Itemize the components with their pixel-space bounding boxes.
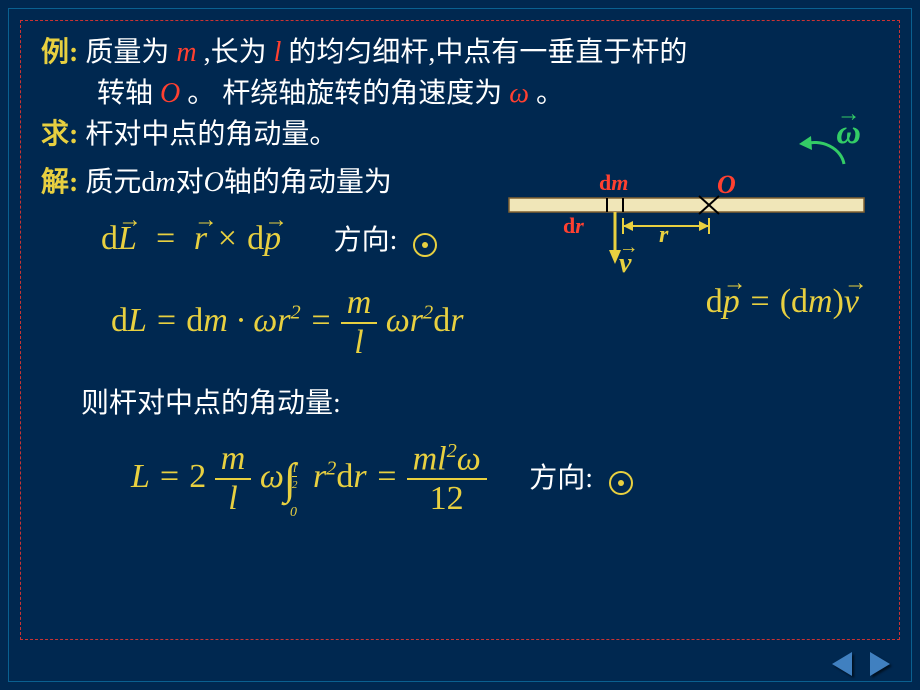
problem-line-2: 转轴 O 。 杆绕轴旋转的角速度为 ω 。 — [41, 74, 879, 113]
dr-label: dr — [563, 213, 584, 239]
prev-button[interactable] — [832, 652, 852, 676]
equation-2: dp = (dm)v — [706, 283, 859, 321]
rod — [509, 198, 864, 212]
equation-4: L = 2 ml ω∫l20 r2dr = ml2ω12 — [131, 458, 495, 495]
content-frame: 例: 质量为 m ,长为 l 的均匀细杆,中点有一垂直于杆的 转轴 O 。 杆绕… — [20, 20, 900, 640]
direction-label-1: 方向: — [334, 225, 398, 256]
label-solution: 解: — [41, 167, 78, 198]
var-omega: ω — [509, 78, 529, 109]
dm-label: dm — [599, 170, 628, 196]
odot-icon-2 — [609, 471, 633, 495]
v-vec-label: v — [619, 248, 631, 280]
problem-line-1: 例: 质量为 m ,长为 l 的均匀细杆,中点有一垂直于杆的 — [41, 33, 879, 72]
var-m: m — [176, 37, 196, 68]
odot-icon — [413, 233, 437, 257]
omega-vec-label: ω — [836, 114, 861, 152]
equation-4-row: L = 2 ml ω∫l20 r2dr = ml2ω12 方向: — [131, 441, 879, 516]
conclusion-label: 则杆对中点的角动量: — [81, 384, 879, 423]
r-label: r — [659, 222, 668, 249]
diagram-svg — [499, 126, 879, 296]
O-label: O — [717, 170, 736, 200]
label-example: 例: — [41, 37, 78, 68]
var-O: O — [160, 78, 180, 109]
next-button[interactable] — [870, 652, 890, 676]
equation-1: dL = r × dp — [101, 220, 290, 257]
direction-label-2: 方向: — [529, 463, 593, 494]
label-find: 求: — [41, 119, 78, 150]
rod-diagram: ω dm O dr r v — [499, 126, 879, 286]
nav-buttons — [832, 652, 890, 676]
omega-arrowhead — [799, 136, 812, 150]
